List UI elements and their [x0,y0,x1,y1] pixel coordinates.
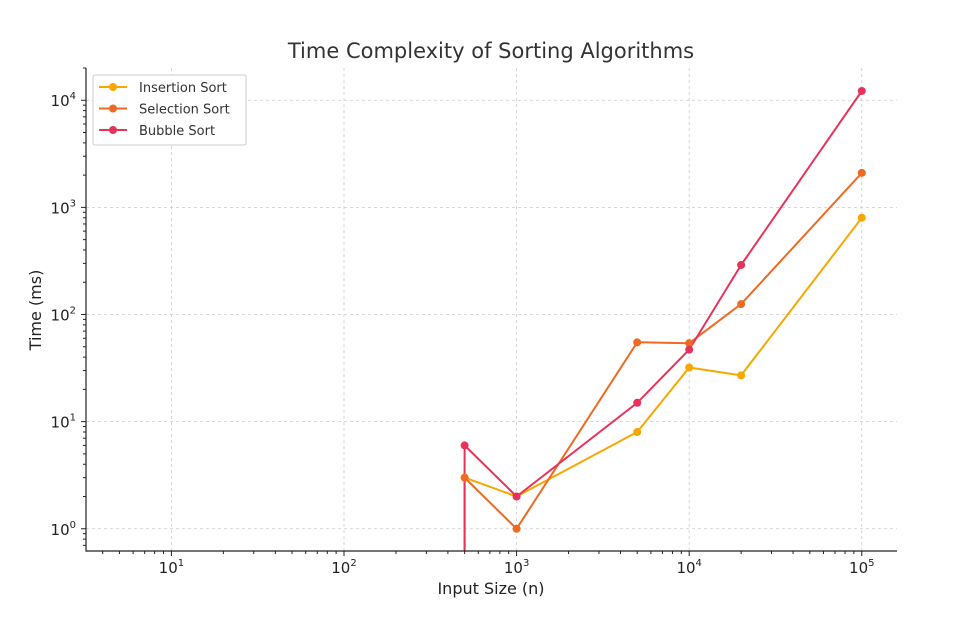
x-tick-label-exp: 4 [696,558,702,569]
x-tick-label: 101 [159,558,184,577]
legend-label-bubble-sort: Bubble Sort [139,124,215,139]
y-tick-label: 100 [51,520,76,539]
bubble-sort-point [685,345,694,354]
selection-sort-point [633,338,642,347]
x-tick-label-exp: 1 [178,558,184,569]
insertion-sort-point [633,428,642,437]
selection-sort-point [857,168,866,177]
insertion-sort-line [464,217,863,498]
x-axis-ticks: 101 102 103 104 105 [102,551,875,577]
y-tick-label-base: 10 [51,521,70,539]
y-tick-label-base: 10 [51,414,70,432]
legend-marker-bubble-sort [109,126,117,134]
y-tick-label-base: 10 [51,199,70,217]
legend-marker-insertion-sort [109,83,117,91]
bubble-sort-line [463,90,863,551]
bubble-sort-point [512,492,521,501]
grid [86,68,897,551]
selection-sort-line [463,172,863,551]
legend: Insertion Sort Selection Sort Bubble Sort [92,74,247,146]
x-tick-label-exp: 2 [350,558,356,569]
bubble-sort-point [633,398,642,407]
insertion-sort-point [857,213,866,222]
series-lines [463,90,863,551]
legend-marker-selection-sort [109,104,117,113]
x-tick-label-exp: 3 [523,558,529,569]
plot-spines [85,68,897,552]
y-tick-label: 101 [51,413,76,432]
bubble-sort-point [857,86,866,95]
selection-sort-point [737,300,746,309]
y-axis-label: Time (ms) [26,270,45,352]
selection-sort-point [460,473,469,482]
x-tick-label: 102 [331,558,356,577]
x-axis-label: Input Size (n) [437,579,544,598]
y-tick-label: 103 [51,198,76,217]
x-tick-label: 105 [849,558,874,577]
chart-title: Time Complexity of Sorting Algorithms [287,39,694,63]
x-tick-label-exp: 5 [868,558,874,569]
y-tick-label-base: 10 [51,92,70,110]
legend-label-insertion-sort: Insertion Sort [139,81,227,96]
y-tick-label-exp: 3 [70,198,76,209]
x-tick-label-base: 10 [676,559,695,577]
y-tick-label-exp: 4 [70,91,76,102]
bubble-sort-point [737,260,746,269]
selection-sort-point [685,339,694,348]
selection-sort-point [512,524,521,533]
legend-frame [92,74,247,146]
y-tick-label: 102 [51,306,76,325]
series-points [460,86,866,533]
y-tick-label-exp: 1 [70,413,76,424]
x-tick-label: 103 [504,558,529,577]
bubble-sort-point [460,441,469,450]
legend-label-selection-sort: Selection Sort [139,103,230,118]
x-tick-label-base: 10 [849,559,868,577]
y-tick-label: 104 [51,91,76,110]
x-tick-label-base: 10 [331,559,350,577]
y-tick-label-base: 10 [51,307,70,325]
y-tick-label-exp: 0 [70,520,76,531]
y-tick-label-exp: 2 [70,306,76,317]
insertion-sort-point [737,371,746,380]
x-tick-label-base: 10 [504,559,523,577]
insertion-sort-point [685,363,694,372]
x-tick-label: 104 [676,558,701,577]
x-tick-label-base: 10 [159,559,178,577]
